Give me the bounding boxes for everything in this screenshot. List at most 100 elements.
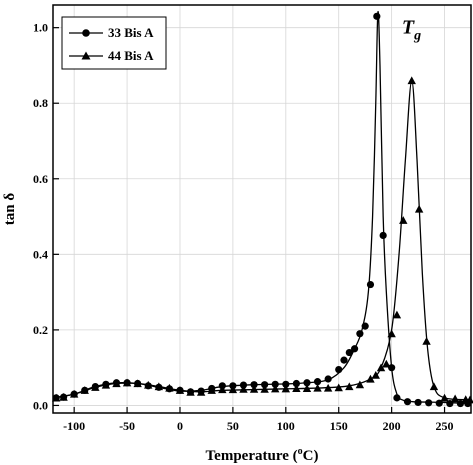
legend-marker-44-bis-a — [81, 51, 91, 60]
series-1 — [52, 10, 472, 408]
data-point — [388, 364, 396, 372]
x-axis-title-main: Temperature — [206, 448, 290, 464]
data-point — [165, 383, 174, 392]
tg-annotation-sub: g — [413, 29, 421, 44]
data-point — [281, 384, 291, 393]
x-axis-unit-prefix: ( — [293, 448, 298, 464]
y-tick-label: 0.0 — [33, 398, 48, 412]
data-point — [334, 383, 343, 392]
data-point — [292, 384, 301, 393]
data-point — [366, 374, 375, 383]
x-tick-label: 0 — [177, 419, 183, 433]
y-axis-title: tan δ — [2, 193, 18, 226]
data-point — [340, 356, 348, 364]
data-point — [186, 388, 195, 396]
data-point — [218, 385, 227, 394]
data-point — [207, 386, 216, 394]
data-point — [387, 329, 396, 338]
data-point — [271, 384, 280, 393]
x-tick-label: -100 — [63, 419, 85, 433]
x-tick-label: -50 — [119, 419, 135, 433]
data-point — [345, 348, 353, 357]
legend-label-44-bis-a: 44 Bis A — [108, 48, 154, 63]
data-point — [323, 383, 333, 392]
data-point — [250, 381, 258, 389]
data-point — [154, 382, 164, 391]
data-point — [196, 388, 206, 396]
x-tick-label: 250 — [436, 419, 454, 433]
data-point — [393, 394, 401, 402]
data-point — [399, 216, 408, 224]
data-point — [382, 359, 391, 368]
data-point — [122, 378, 132, 387]
data-point — [440, 393, 449, 402]
data-point — [414, 398, 422, 407]
data-point — [403, 398, 412, 406]
x-axis-unit-sup: o — [298, 446, 303, 457]
plot-frame — [52, 4, 472, 414]
legend-box — [61, 16, 167, 70]
data-point — [303, 379, 311, 387]
data-point — [313, 383, 322, 392]
data-point — [371, 371, 380, 379]
data-point — [282, 380, 290, 388]
x-tick-label: 150 — [330, 419, 348, 433]
y-tick-label: 0.8 — [33, 96, 48, 110]
data-point — [356, 330, 364, 338]
data-point — [429, 382, 439, 391]
x-tick-label: 100 — [277, 419, 295, 433]
data-point — [450, 394, 460, 403]
data-point — [392, 310, 402, 319]
data-point — [144, 380, 153, 389]
data-point — [422, 337, 431, 345]
series-layer — [51, 10, 473, 408]
data-point — [101, 380, 111, 389]
data-point — [335, 365, 343, 374]
data-point — [373, 12, 381, 20]
data-point — [366, 280, 375, 289]
data-point — [271, 380, 279, 388]
data-point — [355, 380, 365, 389]
y-tick-label: 0.6 — [33, 172, 48, 186]
legend-label-33-bis-a: 33 Bis A — [108, 25, 154, 40]
data-point — [260, 385, 269, 393]
data-point — [425, 399, 433, 407]
x-axis-unit-suffix: C) — [303, 448, 319, 464]
y-tick-label: 1.0 — [33, 21, 48, 35]
x-tick-label: 50 — [227, 419, 239, 433]
data-point — [350, 345, 359, 353]
series-2 — [51, 76, 473, 404]
data-point — [239, 385, 248, 393]
tg-annotation: Tg — [402, 17, 421, 44]
data-point — [228, 385, 238, 394]
data-point — [51, 393, 61, 402]
x-axis-title: Temperature (oC) — [206, 446, 319, 464]
data-point — [345, 382, 354, 391]
data-point — [249, 385, 259, 393]
data-point — [302, 384, 312, 393]
data-point — [414, 204, 424, 213]
data-point — [80, 386, 89, 394]
data-point — [379, 231, 387, 240]
x-tick-label: 200 — [383, 419, 401, 433]
y-tick-label: 0.4 — [33, 247, 48, 261]
data-point — [175, 386, 185, 394]
data-point — [376, 363, 386, 372]
data-point — [292, 379, 300, 388]
data-point — [407, 76, 416, 85]
series-line — [52, 10, 472, 405]
y-tick-label: 0.2 — [33, 323, 48, 337]
tg-annotation-main: T — [402, 17, 415, 39]
data-point — [69, 389, 79, 398]
data-point — [133, 379, 142, 388]
data-point — [324, 375, 332, 383]
legend-marker-33-bis-a — [82, 29, 90, 37]
data-point — [313, 378, 322, 386]
data-point — [261, 381, 269, 389]
axis-ticks: -100 -50 0 50 100 150 200 250 0.0 0.2 0.4 0.6 0.8 1.0 — [33, 21, 454, 433]
data-point — [91, 383, 100, 391]
series-line — [52, 79, 472, 401]
data-point — [59, 392, 68, 401]
legend: 33 Bis A 44 Bis A — [61, 16, 167, 70]
grid — [53, 5, 471, 413]
